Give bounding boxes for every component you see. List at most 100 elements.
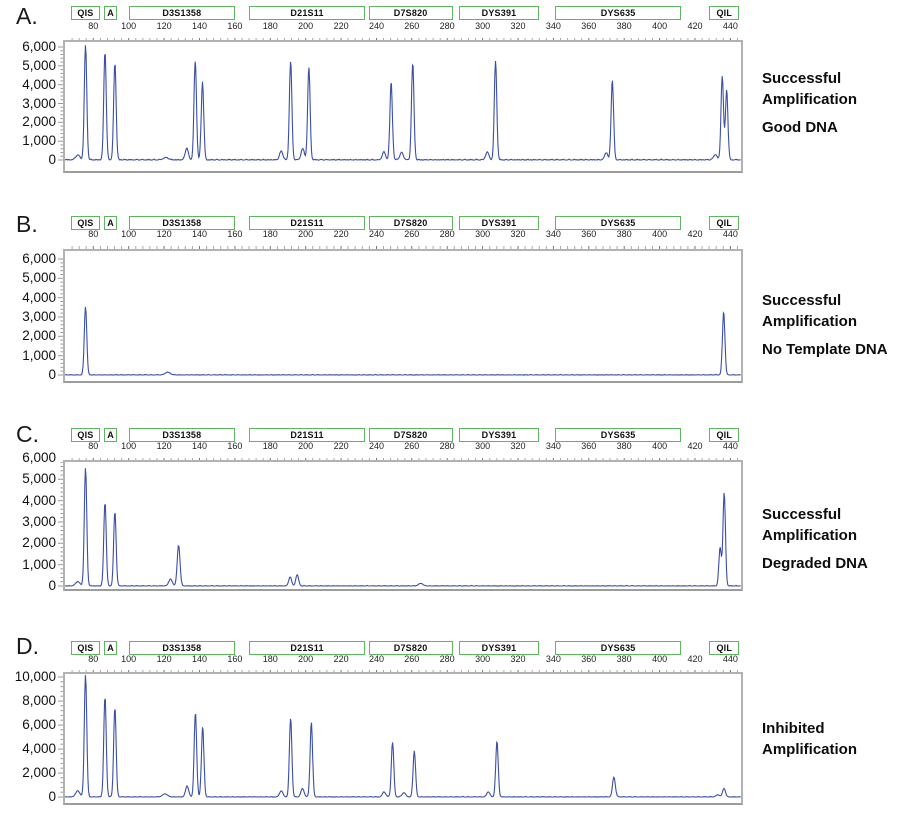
marker-box-dys635: DYS635 (555, 428, 682, 442)
x-tick-label: 380 (616, 441, 632, 451)
y-axis-label: 1,000 (22, 556, 56, 572)
y-axis-label: 3,000 (22, 95, 56, 111)
x-tick-label: 220 (333, 441, 349, 451)
annotation-line: Successful (762, 292, 842, 309)
marker-label: A (107, 430, 114, 440)
annotation: Inhibited Amplification (762, 718, 898, 760)
x-tick-label: 400 (652, 441, 668, 451)
y-axis-label: 0 (48, 789, 56, 804)
x-tick-label: 340 (545, 441, 561, 451)
marker-label: DYS391 (481, 218, 517, 228)
x-tick-label: 80 (88, 229, 99, 239)
x-tick-label: 260 (404, 441, 420, 451)
marker-label: QIL (716, 8, 733, 18)
marker-label: QIS (77, 430, 94, 440)
x-tick-label: 120 (156, 654, 172, 664)
x-tick-label: 240 (368, 21, 385, 31)
y-axis-label: 5,000 (22, 270, 56, 286)
panel-letter: C. (16, 421, 39, 447)
y-axis-ticks (58, 457, 63, 594)
electropherogram-trace (65, 45, 741, 161)
marker-label: D21S11 (290, 8, 324, 18)
y-axis-label: 6,000 (22, 717, 56, 732)
marker-box-qis: QIS (71, 428, 100, 442)
x-tick-label: 200 (298, 654, 314, 664)
marker-label: D21S11 (290, 218, 324, 228)
marker-label: D7S820 (393, 8, 428, 18)
annotation-line: Successful (762, 506, 842, 523)
panel-letter: D. (16, 633, 39, 659)
electropherogram-trace (65, 306, 741, 376)
x-tick-label: 340 (545, 654, 561, 664)
x-tick-label: 340 (545, 229, 561, 239)
marker-box-d7s820: D7S820 (368, 6, 453, 20)
x-tick-label: 380 (616, 654, 632, 664)
x-tick-label: 380 (616, 21, 632, 31)
annotation-line: Amplification (762, 741, 858, 758)
x-tick-label: 100 (121, 229, 137, 239)
marker-label: D3S1358 (162, 218, 202, 228)
y-axis-label: 1,000 (22, 347, 56, 363)
marker-box-qis: QIS (71, 641, 100, 655)
annotation-line: Amplification (762, 91, 858, 108)
marker-box-qil: QIL (709, 6, 740, 20)
marker-box-a: A (103, 428, 118, 442)
y-axis-label: 6,000 (22, 450, 56, 465)
y-axis-label: 1,000 (22, 133, 56, 149)
x-tick-label: 440 (722, 21, 738, 31)
x-tick-label: 420 (687, 21, 703, 31)
x-tick-label: 300 (475, 229, 491, 239)
marker-label: D3S1358 (162, 430, 202, 440)
marker-label: DYS635 (600, 643, 636, 653)
x-tick-label: 140 (191, 229, 208, 239)
x-tick-label: 220 (333, 21, 349, 31)
x-tick-label: 360 (581, 229, 597, 239)
x-tick-label: 360 (581, 21, 597, 31)
x-tick-label: 300 (475, 441, 491, 451)
y-axis-label: 4,000 (22, 741, 56, 756)
marker-box-a: A (103, 6, 118, 20)
marker-box-d3s1358: D3S1358 (128, 6, 236, 20)
annotation: Successful Amplification Degraded DNA (762, 504, 898, 574)
electropherogram-trace (65, 468, 741, 587)
x-tick-label: 200 (298, 229, 314, 239)
x-tick-label: 240 (368, 654, 385, 664)
y-axis-label: 8,000 (22, 693, 56, 708)
x-tick-label: 140 (191, 441, 208, 451)
x-tick-label: 300 (475, 654, 491, 664)
y-axis-label: 6,000 (22, 39, 56, 54)
marker-box-dys391: DYS391 (458, 6, 540, 20)
x-tick-label: 340 (545, 21, 561, 31)
marker-label: QIS (77, 218, 94, 228)
x-tick-label: 280 (439, 229, 455, 239)
y-axis-ticks (58, 251, 63, 386)
x-tick-label: 400 (652, 229, 668, 239)
marker-box-d21s11: D21S11 (249, 428, 366, 442)
plot-area (63, 40, 743, 173)
x-tick-label: 280 (439, 441, 455, 451)
x-tick-label: 420 (687, 654, 703, 664)
marker-box-dys391: DYS391 (458, 641, 540, 655)
plot-area (63, 249, 743, 383)
marker-box-dys635: DYS635 (555, 6, 682, 20)
x-tick-label: 320 (510, 21, 526, 31)
annotation-condition: Degraded DNA (762, 555, 868, 572)
marker-label: QIS (77, 643, 94, 653)
marker-label: D3S1358 (162, 643, 202, 653)
annotation: Successful Amplification Good DNA (762, 68, 898, 138)
marker-box-qis: QIS (71, 6, 100, 20)
marker-label: DYS391 (481, 430, 517, 440)
marker-box-a: A (103, 641, 118, 655)
x-tick-label: 120 (156, 229, 172, 239)
marker-box-qil: QIL (709, 216, 740, 230)
y-axis-label: 2,000 (22, 535, 56, 551)
marker-label: QIS (77, 8, 94, 18)
marker-label: D21S11 (290, 430, 324, 440)
marker-box-d21s11: D21S11 (249, 216, 366, 230)
plot-area (63, 672, 743, 805)
x-tick-label: 180 (262, 441, 278, 451)
y-axis-label: 10,000 (14, 669, 56, 684)
x-tick-label: 200 (298, 441, 314, 451)
marker-box-d7s820: D7S820 (368, 216, 453, 230)
